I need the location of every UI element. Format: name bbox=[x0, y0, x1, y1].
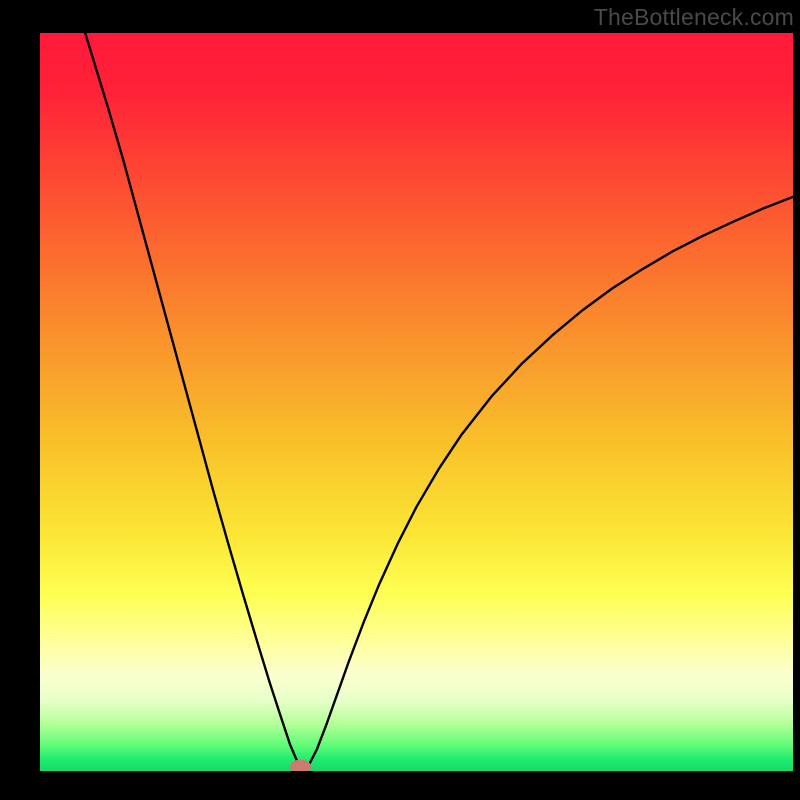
chart-background bbox=[40, 33, 793, 771]
bottleneck-chart bbox=[0, 0, 800, 800]
optimal-point-marker bbox=[291, 760, 311, 773]
watermark-text: TheBottleneck.com bbox=[594, 4, 794, 31]
